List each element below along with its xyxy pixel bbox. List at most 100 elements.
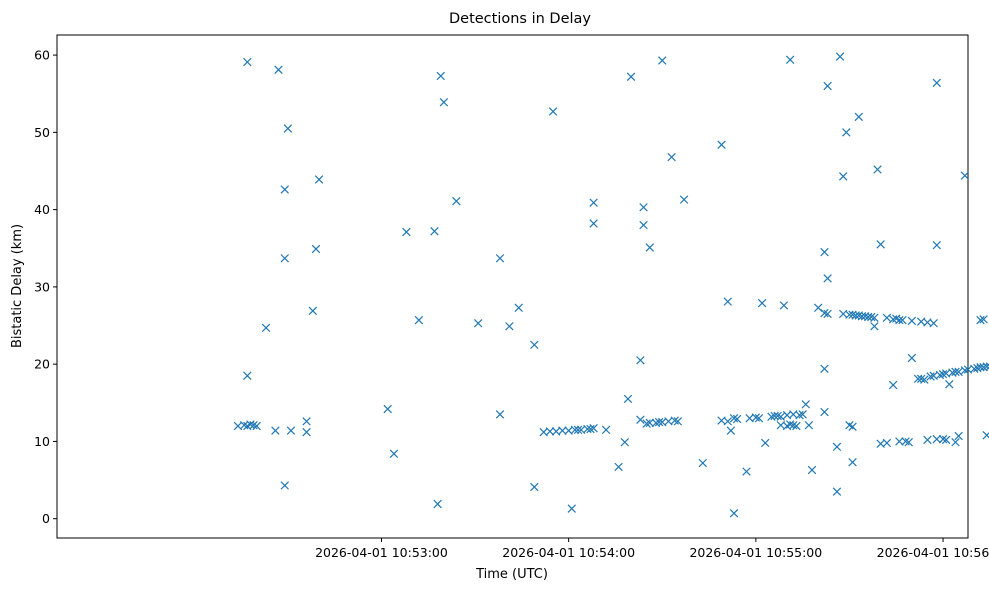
data-point [308,306,318,316]
data-point [246,420,255,429]
data-point [389,449,399,459]
data-point [530,482,539,492]
data-point [982,431,989,440]
data-point [795,410,804,420]
data-point [792,421,801,431]
data-point [904,437,913,447]
data-point [495,254,505,263]
data-point [938,369,948,379]
data-point [907,316,917,326]
data-point [623,394,633,404]
data-point [832,442,842,452]
data-point [923,435,932,445]
data-point [938,434,948,444]
data-point [779,301,789,310]
data-point [895,315,904,325]
y-tick-label: 0 [42,511,50,526]
data-point [286,426,296,435]
data-point [776,412,786,421]
data-point [249,420,258,430]
data-point [820,308,829,318]
chart-title: Detections in Delay [449,11,591,27]
data-point [976,315,985,325]
data-point [742,467,751,476]
data-point [785,420,795,429]
data-point [570,425,580,435]
data-point [932,240,942,250]
data-point [667,152,676,162]
data-point [545,427,555,436]
data-point [402,227,411,237]
data-point [243,57,252,67]
data-point [873,165,882,174]
data-point [979,315,988,324]
data-point [932,78,942,88]
data-point [658,56,667,65]
data-point [760,438,770,448]
data-point [614,462,623,472]
data-point [620,437,630,447]
data-point [645,243,654,252]
data-point [589,198,598,207]
data-point [848,422,857,431]
data-point [280,481,289,490]
data-point [636,415,645,425]
data-point [558,426,567,435]
data-point [970,364,979,374]
data-point [941,435,951,445]
data-point [935,370,945,380]
data-point [848,458,857,467]
data-point [838,172,848,181]
data-point [433,499,442,509]
data-point [274,65,283,74]
y-tick-label: 60 [34,48,50,63]
data-point [842,128,851,137]
data-point [882,313,892,323]
data-point [929,318,938,328]
data-point [670,416,679,425]
data-point [654,417,664,427]
data-point [798,410,807,419]
data-point [679,195,689,204]
data-point [945,380,954,389]
data-point [920,375,929,384]
data-point [252,421,261,431]
data-point [439,97,449,107]
data-point [985,362,989,371]
data-point [876,240,885,249]
data-point [888,380,898,390]
data-point [430,227,439,236]
data-point [867,312,876,322]
data-point [645,418,654,428]
x-tick-label: 2026-04-01 10:53:00 [315,545,448,560]
data-point [636,356,645,365]
data-point [773,411,782,421]
data-point [673,417,683,426]
data-point [573,425,583,435]
data-point [895,437,904,446]
data-point [589,219,598,228]
data-point [916,374,926,384]
data-point [723,297,732,306]
data-point [567,504,577,513]
data-point [729,414,739,423]
y-axis-label: Bistatic Delay (km) [10,224,25,348]
data-point [436,71,445,81]
data-points [233,52,989,518]
data-point [820,364,829,374]
data-point [383,404,392,414]
data-point [452,196,461,206]
data-point [882,438,892,448]
data-point [473,318,483,328]
data-point [505,322,514,331]
data-point [926,372,935,381]
data-point [951,437,960,447]
y-axis: 0 10 20 30 40 50 60 [34,48,57,526]
data-point [801,400,810,409]
data-point [854,112,864,122]
data-point [283,124,293,133]
data-point [586,424,595,434]
data-point [280,185,289,194]
data-point [932,434,942,444]
